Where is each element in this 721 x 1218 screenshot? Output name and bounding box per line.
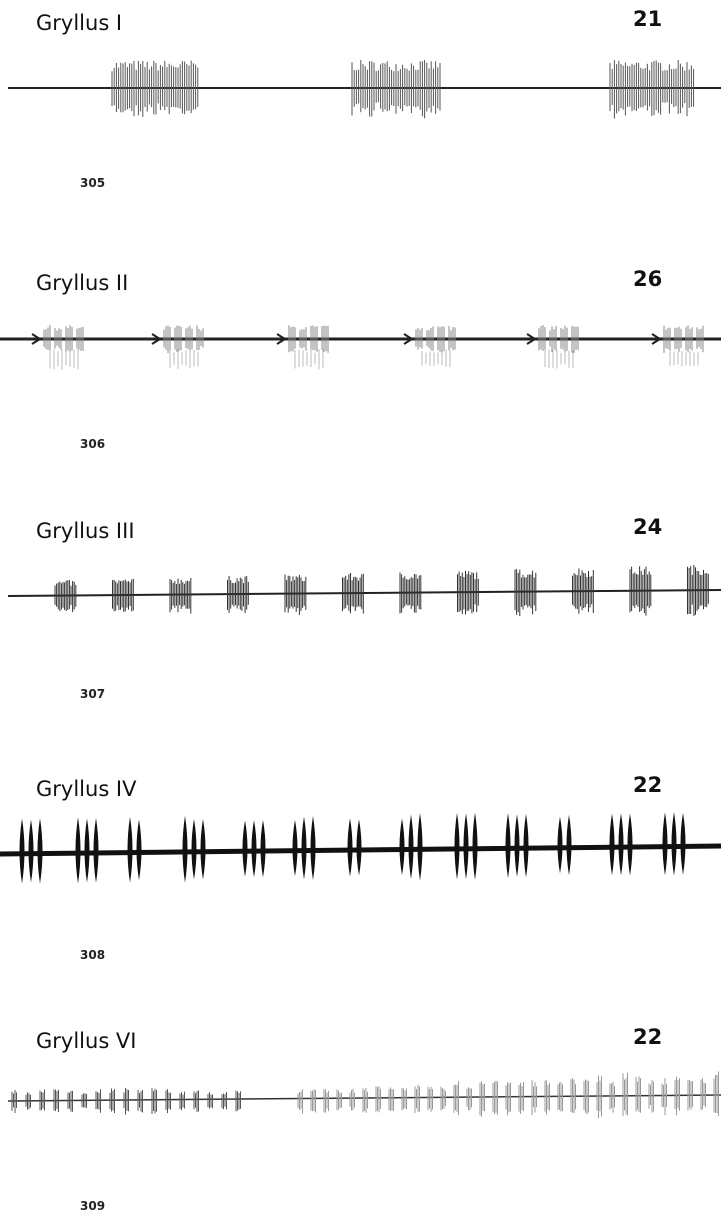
oscillogram-panel: Gryllus I 21 305 [8,7,721,190]
spindle [128,817,133,883]
spindle [252,820,257,877]
oscillogram-panel: Gryllus VI 22 309 [8,1025,721,1213]
panel-number: 26 [633,267,662,291]
waveform [8,1072,721,1119]
spindle [261,820,266,877]
panel-number: 24 [633,515,662,539]
spindle [558,817,563,874]
spindle [464,813,469,879]
spindle [302,817,307,880]
spindle [418,813,423,881]
figure: Gryllus I 21 305 Gryllus II 26 306 Gryllus III… [0,0,721,1218]
spindle [619,813,624,875]
spindle [293,820,298,876]
oscillogram-panel: Gryllus III 24 307 [8,515,721,701]
spindle [183,816,188,883]
waveform [0,812,721,884]
spindle [76,817,81,883]
spindle [20,818,25,883]
spindle [137,819,142,880]
spindle [38,818,43,884]
figure-number: 308 [80,948,105,962]
spindle [94,818,99,883]
waveform [8,565,721,616]
waveform [0,325,721,370]
spindle [672,812,677,876]
spindle [567,815,572,875]
figure-number: 305 [80,176,105,190]
spindle [409,815,414,879]
panel-number: 22 [633,1025,662,1049]
baseline [8,590,721,596]
spindle [506,813,511,878]
spindle [85,818,90,882]
spindle [29,820,34,883]
panel-title: Gryllus IV [36,777,137,801]
panel-number: 21 [633,7,662,31]
panel-title: Gryllus I [36,11,122,35]
figure-number: 306 [80,437,105,451]
spindle [201,819,206,879]
page: Gryllus I 21 305 Gryllus II 26 306 Gryllus III… [0,0,721,1218]
spindle [243,820,248,876]
spindle [348,818,353,876]
figure-number: 309 [80,1199,105,1213]
spindle [681,813,686,875]
figure-number: 307 [80,687,105,701]
panel-number: 22 [633,773,662,797]
spindle [357,819,362,875]
spindle [610,814,615,876]
spindle [192,819,197,879]
spindle [663,812,668,875]
spindle [524,814,529,877]
spindle [311,816,316,880]
spindle [400,819,405,875]
spindle [515,814,520,877]
panel-title: Gryllus VI [36,1029,137,1053]
panel-title: Gryllus III [36,519,135,543]
spindle [473,813,478,880]
oscillogram-panel: Gryllus IV 22 308 [0,773,721,962]
spindle [628,813,633,875]
spindle [455,813,460,880]
waveform [8,60,721,119]
panel-title: Gryllus II [36,271,128,295]
oscillogram-panel: Gryllus II 26 306 [0,267,721,451]
